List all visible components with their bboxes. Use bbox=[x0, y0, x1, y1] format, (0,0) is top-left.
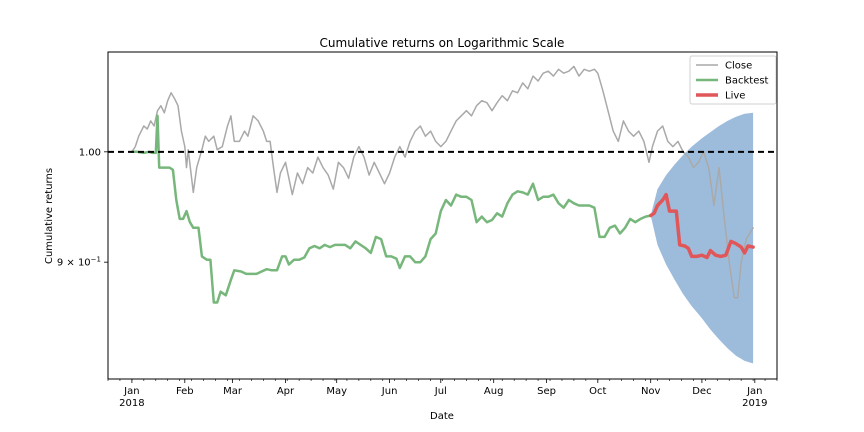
x-tick-label: Jan bbox=[746, 386, 762, 397]
x-tick-label: Jan bbox=[123, 386, 139, 397]
confidence-cone bbox=[650, 112, 754, 364]
x-tick-label: Oct bbox=[589, 386, 606, 397]
x-tick-label: Nov bbox=[641, 386, 661, 397]
x-tick-label: Feb bbox=[176, 386, 194, 397]
y-tick-label: 9 × 10−1 bbox=[57, 256, 101, 269]
x-tick-sublabel: 2019 bbox=[742, 398, 767, 409]
x-tick-label: Jun bbox=[381, 386, 398, 397]
legend-label-backtest: Backtest bbox=[725, 76, 769, 87]
confidence-cone-layer bbox=[650, 112, 754, 364]
legend-label-close: Close bbox=[725, 61, 752, 72]
legend-label-live: Live bbox=[725, 91, 745, 102]
series-layer bbox=[130, 65, 755, 304]
x-tick-label: Sep bbox=[537, 386, 556, 397]
x-tick-label: May bbox=[326, 386, 347, 397]
series-line-live bbox=[648, 192, 755, 260]
x-tick-label: Mar bbox=[223, 386, 243, 397]
x-axis-label: Date bbox=[430, 411, 454, 422]
series-line-backtest bbox=[130, 114, 652, 304]
x-tick-label: Dec bbox=[692, 386, 711, 397]
y-tick-label: 1.00 bbox=[79, 147, 101, 158]
x-tick-label: Jul bbox=[434, 386, 447, 397]
chart-title: Cumulative returns on Logarithmic Scale bbox=[320, 36, 565, 50]
legend: Close Backtest Live bbox=[689, 55, 777, 105]
series-line-close bbox=[131, 65, 754, 299]
x-tick-label: Apr bbox=[277, 386, 295, 397]
x-tick-label: Aug bbox=[484, 386, 504, 397]
y-axis-label: Cumulative returns bbox=[44, 168, 55, 264]
legend-box bbox=[689, 55, 777, 105]
x-tick-sublabel: 2018 bbox=[119, 398, 144, 409]
